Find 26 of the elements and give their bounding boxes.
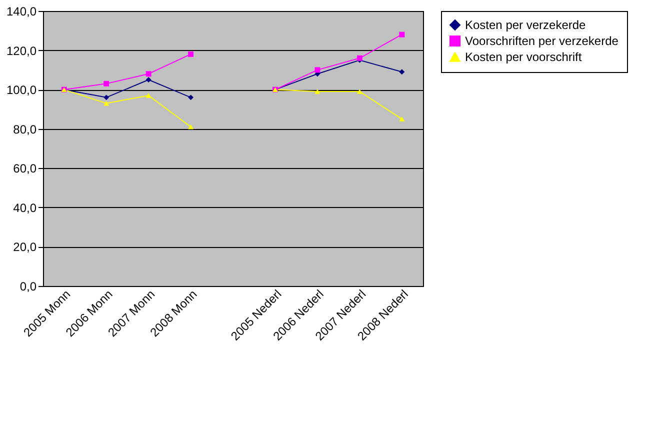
y-tick-label: 60,0: [13, 162, 37, 176]
point: [104, 94, 110, 100]
point: [146, 71, 152, 77]
legend-label: Voorschriften per verzekerde: [465, 34, 619, 48]
point: [399, 32, 405, 38]
y-tick-label: 120,0: [6, 44, 37, 58]
point: [146, 77, 152, 82]
legend-label: Kosten per voorschrift: [465, 50, 582, 64]
point: [314, 89, 320, 94]
y-tick-label: 80,0: [13, 122, 37, 136]
point: [399, 69, 405, 75]
point: [104, 100, 110, 106]
point: [188, 94, 194, 100]
point: [188, 51, 194, 57]
y-tick-label: 140,0: [6, 4, 37, 18]
point: [188, 124, 194, 130]
y-tick-label: 0,0: [20, 280, 37, 294]
y-tick-label: 20,0: [13, 240, 37, 254]
legend-label: Kosten per verzekerde: [465, 18, 586, 32]
point: [314, 67, 320, 73]
point: [104, 80, 110, 86]
point: [146, 93, 152, 98]
y-tick-label: 40,0: [13, 200, 37, 215]
y-tick-label: 100,0: [6, 83, 37, 98]
point: [399, 116, 405, 122]
point: [356, 89, 362, 94]
